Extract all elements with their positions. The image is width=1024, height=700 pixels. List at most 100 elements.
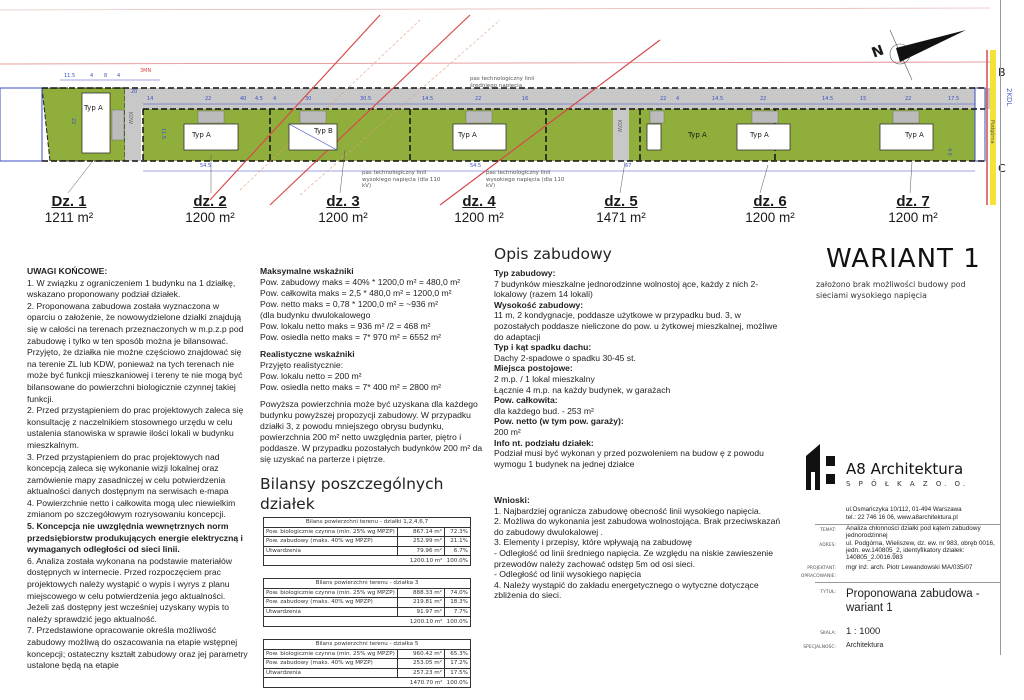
dimension-label: 4: [676, 96, 680, 102]
zone-code: 3MN: [140, 68, 152, 74]
cell-label: Utwardzenia: [263, 545, 398, 557]
plot-label-5: dz. 5 1471 m²: [596, 193, 646, 226]
company-contact: tel.: 22 746 16 06, www.a8architektura.p…: [846, 514, 958, 521]
cell-total-area: 1200.10 m²: [397, 616, 445, 627]
cell-percent: 17.2%: [444, 658, 471, 669]
wskazniki-section: Maksymalne wskaźniki Pow. zabudowy maks …: [260, 266, 486, 465]
note-item: 2. Proponowana zabudowa została wyznaczo…: [27, 300, 244, 404]
opis-heading: Typ i kąt spadku dachu:: [494, 342, 592, 353]
dimension-label: 20: [131, 89, 138, 95]
dimension-label: 4: [117, 73, 121, 79]
paragraph: Powyższa powierzchnia może być uzyskana …: [260, 399, 483, 464]
cell-total-area: 1470.70 m²: [397, 677, 445, 688]
text-line: - Odległość od linii średniego napięcia.…: [494, 547, 773, 569]
table-total-row: 1200.10 m² 100.0%: [263, 555, 471, 566]
dimension-label: 22: [660, 96, 667, 102]
building-label: Typ B: [314, 127, 333, 135]
building-label: Typ A: [905, 131, 924, 139]
table-row: Pow. zabudowy (maks. 40% wg MPZP) 253.05 …: [263, 658, 471, 669]
text-line: Pow. całkowita maks = 2,5 * 480,0 m² = 1…: [260, 288, 452, 298]
dimension-label: 11.5: [160, 128, 166, 140]
cell-area: 253.05 m²: [396, 658, 446, 669]
dimension-label: 67: [625, 163, 632, 169]
cell-area: 252.99 m²: [396, 536, 446, 547]
note-item: 2. Przed przystąpieniem do prac projekto…: [27, 405, 244, 450]
cell-label: Pow. zabudowy (maks. 40% wg MPZP): [263, 658, 398, 669]
real-title: Realistyczne wskaźniki: [260, 349, 355, 359]
table-header: Bilans powierzchni terenu - działki 1,2,…: [263, 517, 471, 528]
cell-total-percent: 100.0%: [444, 555, 471, 566]
dimension-label: 40: [240, 96, 247, 102]
scale-value: 1 : 1000: [846, 626, 881, 637]
opis-title: Opis zabudowy: [494, 245, 612, 263]
dimension: 54.5: [470, 163, 482, 169]
bilansy-section: Bilansy poszczególnych działek Bilans po…: [260, 474, 485, 700]
opis-heading: Wysokość zabudowy:: [494, 299, 584, 310]
opis-heading: Pow. całkowita:: [494, 395, 558, 406]
note-item: 7. Przedstawione opracowanie określa moż…: [27, 625, 248, 671]
note-item: 1. W związku z ograniczeniem 1 budynku n…: [27, 277, 236, 300]
kdw-strip: [613, 88, 629, 161]
dimension-label: 14.5: [422, 96, 434, 102]
street-strip: [990, 50, 996, 205]
table-total-row: 1470.70 m² 100.0%: [263, 677, 471, 688]
text-line: Pow. osiedla netto maks = 7* 400 m² = 28…: [260, 382, 442, 392]
cell-percent: 18.3%: [444, 597, 471, 608]
cell-area: 91.97 m²: [396, 606, 446, 618]
dimension-label: 22: [205, 96, 212, 102]
table-row: Utwardzenia 79.96 m² 6.7%: [263, 545, 471, 557]
cell-total-percent: 100.0%: [444, 677, 471, 688]
text-line: Pow. lokalu netto maks = 936 m² /2 = 468…: [260, 321, 431, 331]
adres-label: ADRES:: [819, 543, 836, 548]
spec-label: SPECJALNOŚĆ:: [803, 645, 836, 650]
street-name: Podgórna: [989, 120, 995, 144]
spec-value: Architektura: [846, 642, 884, 649]
road-code: 2KDL: [1005, 88, 1013, 107]
plot-5: [546, 109, 613, 161]
balance-table: Bilans powierzchni terenu - działka 3 Pow…: [263, 577, 471, 627]
text-line: Pow. netto maks = 0,78 * 1200,0 m² = ~93…: [260, 299, 438, 309]
table-row: Utwardzenia 257.23 m² 17.5%: [263, 667, 471, 679]
note-medium-voltage: pas technologiczny linii średniego napię…: [470, 76, 535, 89]
dimension-label: 22: [475, 96, 482, 102]
projektant-value: mgr inż. arch. Piotr Lewandowski MA/035/…: [846, 564, 973, 571]
text-line: - Odległość od linii wysokiego napięcia: [494, 569, 642, 580]
dimension-label: 30: [305, 96, 312, 102]
opis-heading: Miejsca postojowe:: [494, 363, 573, 374]
plot-7: [775, 109, 975, 161]
cell-label: Pow. biologicznie czynna (min. 25% wg MP…: [263, 526, 398, 538]
cell-percent: 65.3%: [444, 648, 471, 660]
plot-label-3: dz. 3 1200 m²: [318, 193, 368, 226]
plot-label-4: dz. 4 1200 m²: [454, 193, 504, 226]
building-label: Typ A: [458, 131, 477, 139]
cell-area: 257.23 m²: [396, 667, 446, 679]
company-address: ul.Osmańczyka 10/112, 01-494 Warszawa: [846, 506, 962, 513]
building-label: Typ A: [192, 131, 211, 139]
wnioski-title: Wnioski:: [494, 495, 530, 505]
temat-label: TEMAT:: [820, 528, 836, 533]
plot-label-6: dz. 6 1200 m²: [745, 193, 795, 226]
text-line: Pow. zabudowy maks = 40% * 1200,0 m² = 4…: [260, 277, 461, 287]
text-line: (dla budynku dwulokalowego: [260, 310, 371, 320]
plot-label-7: dz. 7 1200 m²: [888, 193, 938, 226]
cell-total-percent: 100.0%: [444, 616, 471, 627]
note-item: 3. Przed przystąpieniem do prac projekto…: [27, 451, 229, 497]
cell-percent: 7.7%: [444, 606, 471, 618]
text-line: Pow. osiedla netto maks = 7* 970 m² = 65…: [260, 332, 442, 342]
boundary-line: [0, 7, 991, 11]
table-row: Pow. zabudowy (maks. 40% wg MPZP) 219.81 …: [263, 597, 471, 608]
balance-table: Bilans powierzchni terenu - działki 1,2,…: [263, 517, 471, 566]
cell-area: 219.81 m²: [396, 597, 446, 608]
note-item: 6. Analiza została wykonana na podstawie…: [27, 555, 232, 624]
text-line: 4. Należy wystąpić do zakładu energetycz…: [494, 579, 759, 601]
opis-heading: Pow. netto (w tym pow. garaży):: [494, 416, 624, 427]
dimension-label: 14.5: [822, 96, 834, 102]
building-2: [183, 123, 239, 151]
kdw-label: KDW: [616, 120, 622, 133]
building-label: Typ A: [84, 104, 103, 112]
dimension: 54.5: [200, 163, 212, 169]
opis-text: Podział musi być wykonan y przed pozwole…: [494, 448, 764, 469]
projektant-label: PROJEKTANT:: [807, 566, 836, 571]
boundary-line: [0, 61, 991, 65]
max-title: Maksymalne wskaźniki: [260, 266, 354, 276]
